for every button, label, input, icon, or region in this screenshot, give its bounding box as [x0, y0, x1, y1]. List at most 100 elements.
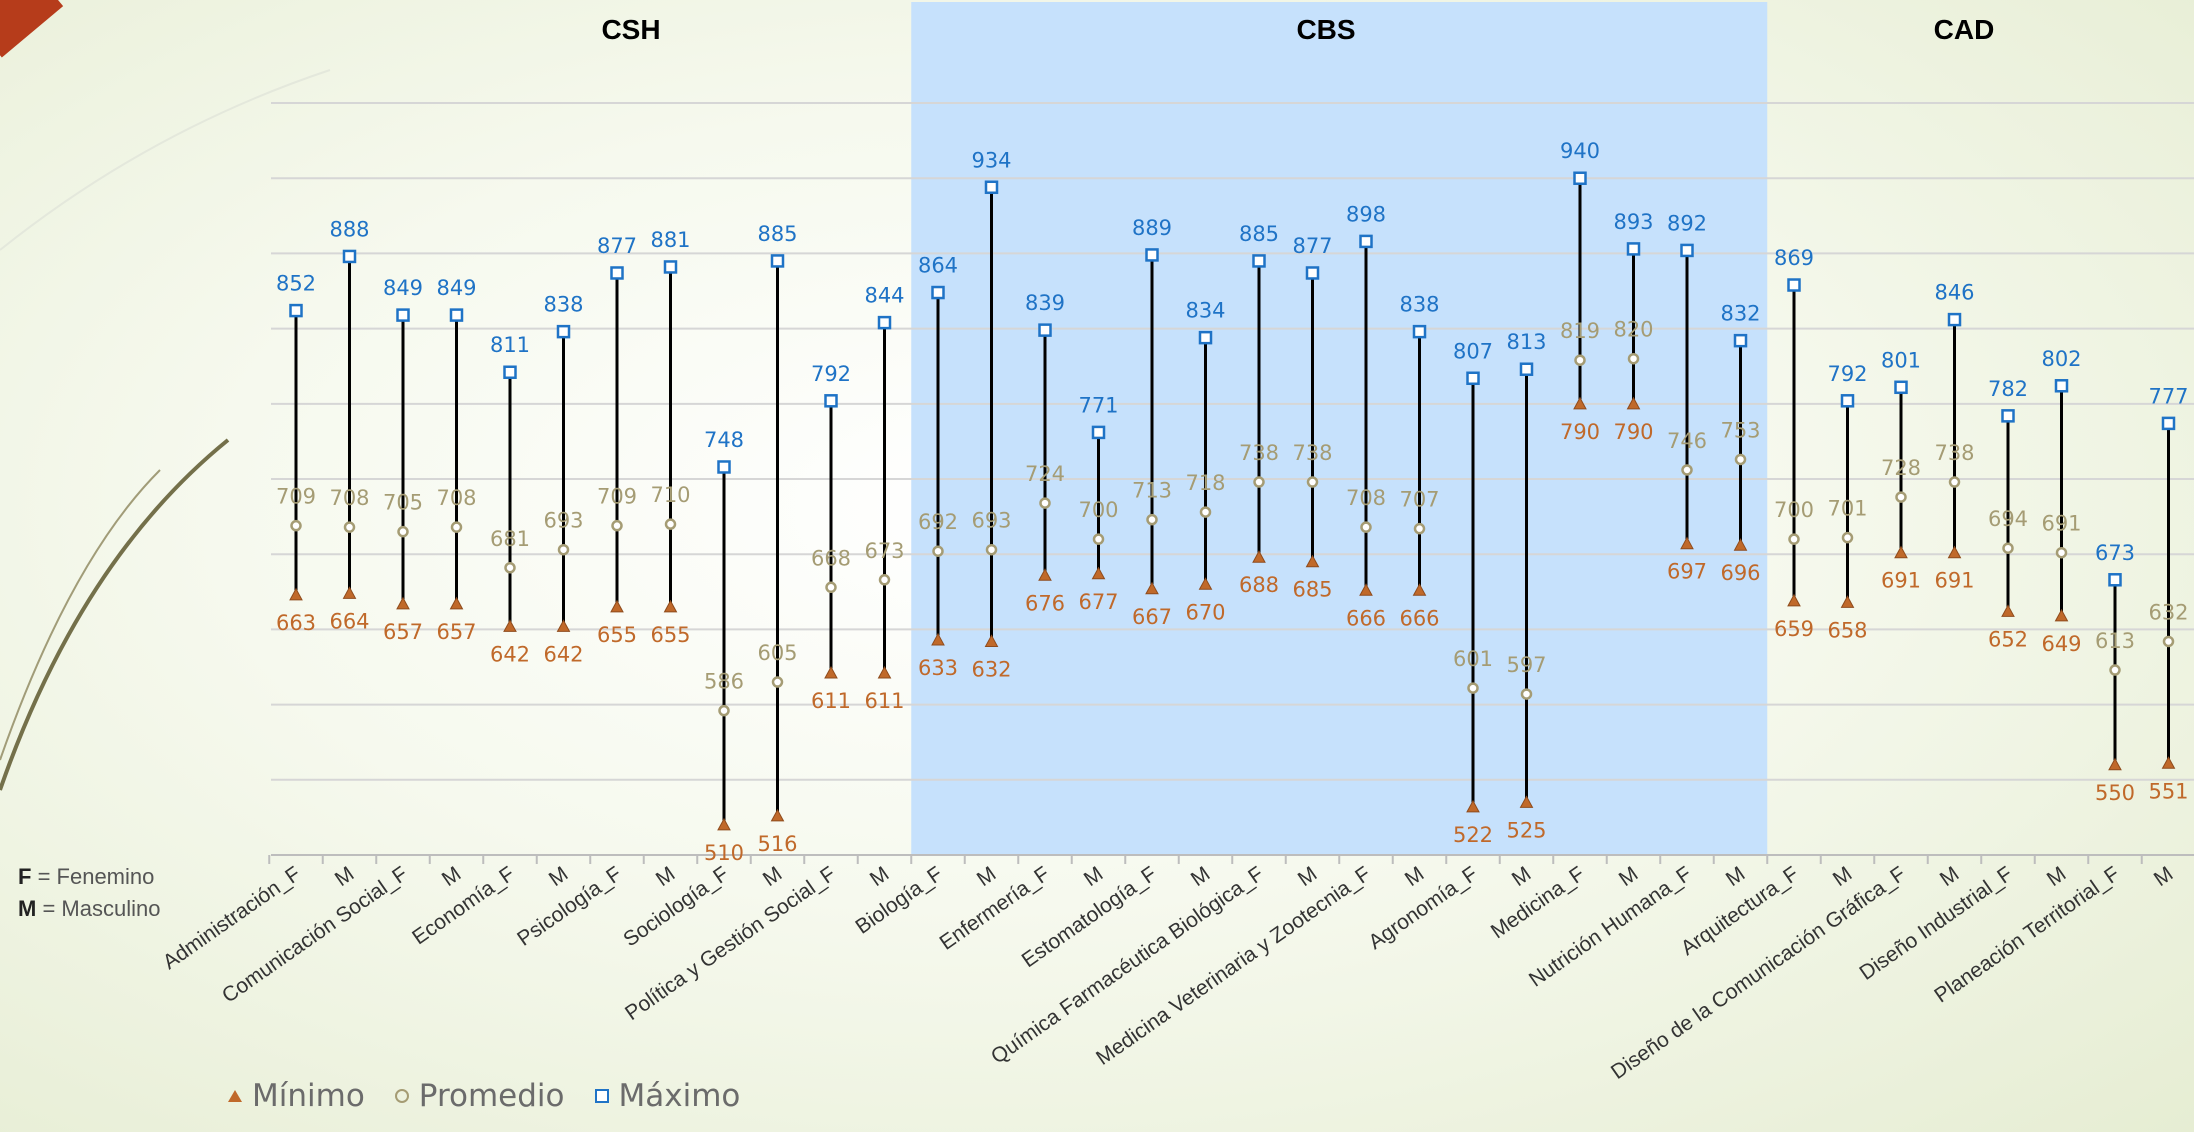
max-marker — [1787, 278, 1801, 292]
avg-marker — [1574, 354, 1586, 366]
avg-marker — [1681, 464, 1693, 476]
avg-data-label: 724 — [1025, 462, 1065, 486]
avg-marker — [932, 545, 944, 557]
max-data-label: 877 — [1292, 234, 1332, 258]
avg-marker — [718, 704, 730, 717]
x-tick-label: M — [1294, 862, 1322, 891]
avg-marker — [1895, 491, 1907, 503]
max-marker — [1733, 333, 1748, 348]
decorative-curves — [0, 69, 331, 791]
max-data-label: 673 — [2095, 541, 2135, 565]
min-data-label: 664 — [329, 609, 369, 633]
avg-data-label: 709 — [276, 485, 316, 509]
avg-data-label: 718 — [1185, 471, 1225, 495]
avg-marker — [611, 519, 623, 532]
min-marker — [663, 599, 678, 613]
min-data-label: 642 — [543, 642, 583, 666]
avg-marker — [397, 525, 409, 538]
min-marker — [449, 596, 464, 610]
circle-marker-icon — [394, 1089, 409, 1103]
max-data-label: 834 — [1185, 299, 1225, 323]
min-marker — [1252, 550, 1266, 563]
max-marker — [877, 315, 892, 330]
avg-marker — [1467, 682, 1479, 694]
max-data-label: 748 — [704, 428, 744, 452]
max-marker — [449, 308, 464, 322]
avg-data-label: 700 — [1774, 498, 1814, 522]
avg-marker — [343, 521, 356, 533]
avg-data-label: 707 — [1399, 488, 1439, 512]
min-marker — [2108, 757, 2122, 771]
avg-data-label: 713 — [1132, 479, 1172, 503]
x-tick-label: M — [1401, 862, 1429, 891]
max-data-label: 846 — [1934, 281, 1974, 305]
avg-data-label: 605 — [757, 641, 797, 665]
x-tick-label: M — [2043, 862, 2071, 891]
x-tick-label: M — [652, 862, 680, 891]
x-axis — [268, 854, 2194, 864]
min-data-label: 550 — [2095, 781, 2135, 805]
avg-marker — [450, 521, 463, 533]
max-marker — [984, 180, 999, 195]
max-marker — [1466, 371, 1480, 386]
group-title-csh: CSH — [601, 14, 661, 45]
min-marker — [1305, 554, 1320, 568]
max-marker — [2108, 573, 2122, 587]
avg-marker — [1788, 533, 1800, 545]
avg-marker — [1734, 453, 1747, 466]
note-m-text: Masculino — [61, 896, 161, 921]
max-marker — [1305, 266, 1320, 280]
x-tick-label: M — [1080, 862, 1108, 891]
max-marker — [1252, 254, 1266, 268]
min-data-label: 676 — [1025, 591, 1065, 615]
min-marker — [610, 599, 624, 613]
max-marker — [663, 260, 678, 274]
max-data-label: 864 — [918, 254, 958, 278]
min-marker — [1091, 566, 1106, 580]
legend-item-max: Máximo — [594, 1078, 741, 1114]
avg-data-label: 738 — [1239, 441, 1279, 465]
note-m-key: M — [18, 896, 37, 921]
legend: Mínimo Promedio Máximo — [228, 1078, 740, 1114]
min-data-label: 611 — [864, 689, 904, 713]
max-marker — [1947, 312, 1962, 327]
min-data-label: 691 — [1934, 569, 1974, 593]
avg-data-label: 738 — [1934, 441, 1974, 465]
avg-data-label: 701 — [1827, 497, 1867, 521]
max-marker — [1198, 330, 1213, 345]
max-data-label: 898 — [1346, 202, 1386, 226]
avg-marker — [1092, 533, 1105, 545]
max-data-label: 849 — [383, 276, 423, 300]
min-marker — [289, 587, 303, 601]
avg-data-label: 673 — [864, 539, 904, 563]
max-marker — [289, 303, 303, 318]
avg-data-label: 738 — [1292, 441, 1332, 465]
min-marker — [1787, 593, 1801, 607]
min-data-label: 510 — [704, 841, 744, 865]
max-data-label: 869 — [1774, 246, 1814, 270]
max-data-label: 889 — [1132, 216, 1172, 240]
max-marker — [1038, 323, 1052, 337]
max-marker — [1626, 242, 1641, 256]
min-marker — [556, 619, 571, 632]
avg-data-label: 692 — [918, 510, 958, 534]
x-tick-label: M — [1615, 862, 1643, 891]
avg-data-label: 694 — [1988, 507, 2028, 531]
min-marker — [396, 596, 410, 610]
legend-item-min: Mínimo — [228, 1078, 365, 1114]
avg-data-label: 708 — [1346, 486, 1386, 510]
min-marker — [2161, 756, 2176, 769]
min-marker — [1412, 583, 1427, 596]
avg-data-label: 709 — [597, 485, 637, 509]
min-marker — [1038, 568, 1052, 581]
max-marker — [2161, 416, 2176, 431]
min-marker — [2001, 604, 2015, 617]
avg-marker — [2109, 664, 2121, 676]
min-data-label: 790 — [1613, 420, 1653, 444]
x-tick-label: Medicina_F — [1487, 862, 1589, 943]
min-marker — [1947, 545, 1962, 559]
max-data-label: 802 — [2041, 347, 2081, 371]
max-marker — [396, 308, 410, 322]
legend-label-max: Máximo — [618, 1078, 741, 1114]
max-data-label: 813 — [1506, 330, 1546, 354]
